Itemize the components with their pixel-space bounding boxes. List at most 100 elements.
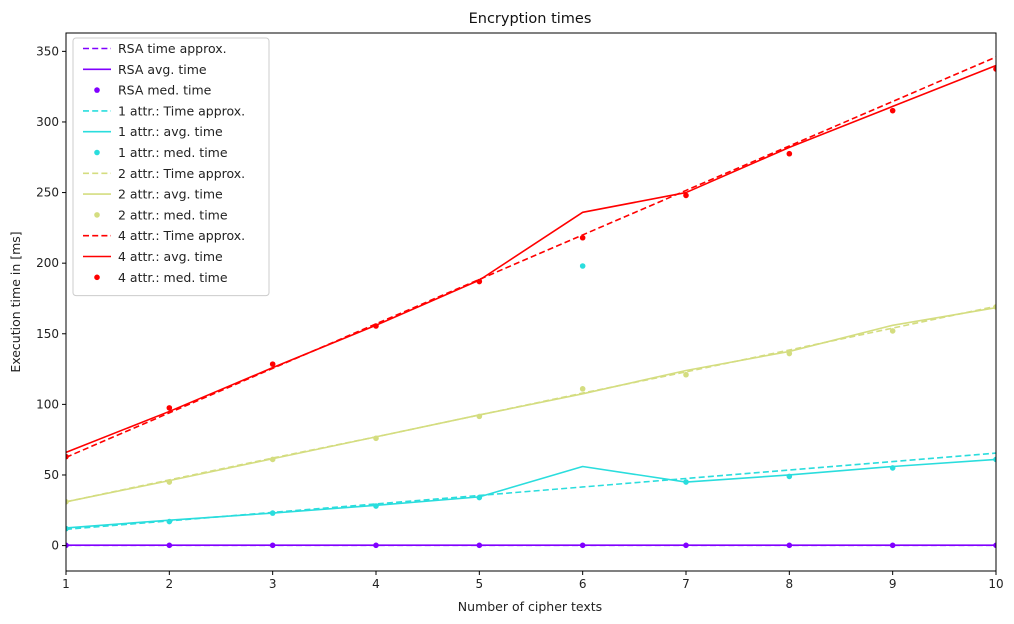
data-point	[166, 518, 173, 525]
data-point	[993, 66, 996, 72]
x-tick-label: 5	[476, 577, 484, 591]
series-2-attr-med-time	[66, 304, 996, 505]
data-point	[66, 453, 69, 460]
legend-marker	[94, 87, 100, 93]
data-point	[476, 494, 483, 501]
x-tick-label: 7	[682, 577, 690, 591]
legend: RSA time approx. RSA avg. time RSA med. ti…	[72, 37, 270, 297]
x-tick-label: 9	[889, 577, 897, 591]
data-point	[269, 456, 276, 463]
data-point	[373, 323, 379, 329]
data-point	[993, 456, 996, 463]
y-tick-label: 100	[36, 397, 59, 411]
x-tick-label: 3	[269, 577, 277, 591]
series-line-4-attr-time-approx	[66, 56, 996, 459]
data-point	[269, 361, 276, 367]
data-point	[993, 542, 996, 549]
plot-area	[66, 56, 996, 549]
legend-item: 4 attr.: avg. time	[83, 249, 223, 264]
chart-title: Encryption times	[469, 11, 592, 27]
legend-item: 2 attr.: Time approx.	[83, 166, 245, 181]
x-axis-label: Number of cipher texts	[458, 599, 602, 614]
legend-label: 2 attr.: med. time	[118, 207, 228, 222]
series-line-2-attr-avg-time	[66, 306, 996, 503]
data-point	[683, 371, 689, 378]
legend-label: RSA med. time	[118, 83, 212, 98]
data-point	[476, 542, 483, 549]
legend-label: 2 attr.: avg. time	[118, 187, 223, 202]
data-point	[786, 542, 793, 549]
legend-item: RSA avg. time	[83, 62, 207, 77]
data-point	[993, 304, 996, 310]
y-tick-label: 350	[36, 44, 59, 58]
data-point	[373, 503, 379, 509]
legend-item: 4 attr.: Time approx.	[83, 228, 245, 243]
legend-label: 4 attr.: med. time	[118, 270, 228, 285]
series-line-1-attr-avg-time	[66, 458, 996, 529]
data-point	[166, 479, 173, 485]
data-point	[66, 542, 69, 549]
data-point	[373, 435, 379, 442]
series-rsa-med-time	[66, 542, 996, 549]
data-point	[269, 542, 276, 549]
legend-item: RSA time approx.	[83, 41, 227, 56]
legend-label: RSA time approx.	[118, 41, 227, 56]
data-point	[476, 413, 483, 420]
data-point	[66, 499, 69, 505]
data-point	[683, 479, 689, 485]
legend-label: 1 attr.: avg. time	[118, 124, 223, 139]
data-point	[579, 234, 586, 241]
legend-label: 4 attr.: Time approx.	[118, 228, 245, 243]
legend-item: 1 attr.: avg. time	[83, 124, 223, 139]
x-tick-label: 1	[62, 577, 70, 591]
legend-marker	[94, 274, 100, 281]
series-4-attr-med-time	[66, 66, 996, 460]
data-point	[579, 263, 586, 269]
x-tick-label: 10	[988, 577, 1003, 591]
legend-marker	[94, 212, 100, 218]
data-point	[889, 328, 896, 334]
data-point	[889, 107, 896, 114]
data-point	[683, 542, 689, 549]
data-point	[683, 192, 689, 199]
data-point	[889, 542, 896, 549]
x-axis: 1 2 3 4 5 6 7 8 9 10	[62, 571, 1004, 591]
legend-label: 2 attr.: Time approx.	[118, 166, 245, 181]
y-tick-label: 200	[36, 256, 59, 270]
x-tick-label: 2	[166, 577, 174, 591]
y-tick-label: 50	[44, 468, 59, 482]
x-tick-label: 6	[579, 577, 587, 591]
data-point	[476, 278, 483, 285]
data-point	[269, 510, 276, 516]
legend-box	[72, 37, 270, 297]
data-point	[786, 150, 793, 157]
x-tick-label: 4	[372, 577, 380, 591]
legend-label: RSA avg. time	[118, 62, 207, 77]
data-point	[786, 350, 793, 357]
data-point	[579, 386, 586, 392]
legend-label: 1 attr.: med. time	[118, 145, 228, 160]
y-tick-label: 0	[51, 539, 59, 553]
legend-item: 2 attr.: med. time	[94, 207, 228, 222]
legend-item: 1 attr.: med. time	[94, 145, 228, 160]
legend-item: 1 attr.: Time approx.	[83, 103, 245, 118]
data-point	[889, 465, 896, 471]
data-point	[66, 525, 69, 532]
legend-item: 2 attr.: avg. time	[83, 187, 223, 202]
y-tick-label: 150	[36, 327, 59, 341]
legend-item: RSA med. time	[94, 83, 212, 98]
data-point	[166, 542, 173, 549]
legend-item: 4 attr.: med. time	[94, 270, 228, 285]
data-point	[373, 542, 379, 549]
legend-label: 1 attr.: Time approx.	[118, 103, 245, 118]
data-point	[166, 405, 173, 411]
plot-frame	[65, 32, 997, 572]
legend-marker	[94, 149, 100, 156]
data-point	[786, 473, 793, 480]
y-tick-label: 250	[36, 186, 59, 200]
series-line-4-attr-avg-time	[66, 64, 996, 454]
data-point	[579, 542, 586, 549]
y-axis-label: Execution time in [ms]	[8, 231, 23, 372]
legend-label: 4 attr.: avg. time	[118, 249, 223, 264]
x-tick-label: 8	[786, 577, 794, 591]
